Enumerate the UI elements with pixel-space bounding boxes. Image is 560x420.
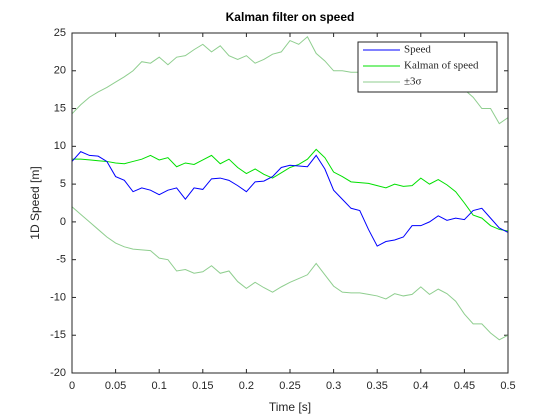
y-tick-label: -20 (50, 367, 66, 379)
x-tick-label: 0.1 (152, 380, 167, 392)
series-line (71, 151, 509, 247)
axes-box (71, 32, 509, 374)
x-tick-label: 0.25 (279, 380, 300, 392)
y-tick-label: 5 (60, 178, 66, 190)
x-tick-label: 0.05 (105, 380, 126, 392)
y-tick-label: -10 (50, 291, 66, 303)
chart-title: Kalman filter on speed (226, 10, 355, 24)
y-tick-label: 25 (54, 27, 66, 39)
series-line (72, 148, 509, 232)
y-tick-label: 20 (54, 65, 66, 77)
y-tick-label: -15 (50, 329, 66, 341)
y-tick-label: 15 (54, 102, 66, 114)
x-tick-label: 0.15 (192, 380, 213, 392)
y-tick-label: 0 (60, 216, 66, 228)
lower-bound-line (71, 206, 509, 341)
x-axis-label: Time [s] (269, 400, 311, 414)
x-tick-label: 0.45 (454, 380, 475, 392)
x-tick-label: 0.2 (239, 380, 254, 392)
legend-label: ±3σ (404, 76, 422, 88)
y-axis-label: 1D Speed [m] (28, 166, 42, 239)
y-tick-label: -5 (56, 254, 66, 266)
x-tick-label: 0 (69, 380, 75, 392)
legend-label: Speed (404, 44, 431, 56)
x-tick-label: 0.4 (413, 380, 428, 392)
x-tick-label: 0.3 (326, 380, 341, 392)
legend-label: Kalman of speed (404, 60, 479, 72)
x-tick-label: 0.5 (500, 380, 515, 392)
x-tick-label: 0.35 (366, 380, 387, 392)
y-tick-label: 10 (54, 140, 66, 152)
